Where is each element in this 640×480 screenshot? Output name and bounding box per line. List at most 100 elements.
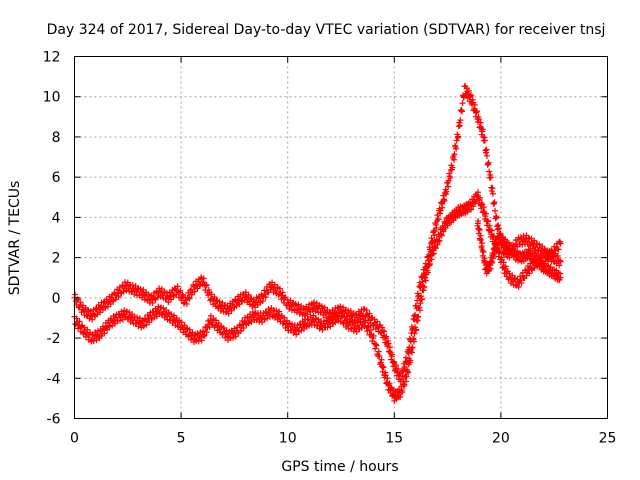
data-point-upper-track bbox=[310, 299, 317, 306]
data-point-lower-track bbox=[515, 283, 522, 290]
data-point-lower-track bbox=[205, 321, 212, 328]
data-point-lower-track bbox=[411, 330, 418, 337]
data-point-upper-track bbox=[433, 224, 440, 231]
data-point-lower-track bbox=[478, 205, 485, 212]
data-point-upper-track bbox=[384, 343, 391, 350]
data-point-upper-track bbox=[245, 291, 252, 298]
data-point-late-day-branch bbox=[491, 250, 498, 257]
data-point-lower-track bbox=[421, 284, 428, 291]
y-tick-label: 4 bbox=[52, 210, 61, 226]
data-point-lower-track bbox=[324, 324, 331, 331]
data-point-late-day-branch bbox=[498, 234, 505, 241]
data-point-lower-track bbox=[470, 203, 477, 210]
chart-title: Day 324 of 2017, Sidereal Day-to-day VTE… bbox=[47, 22, 606, 38]
data-point-lower-track bbox=[116, 317, 123, 324]
data-point-upper-track bbox=[387, 344, 394, 351]
data-point-lower-track bbox=[370, 332, 377, 339]
data-point-upper-track bbox=[191, 288, 198, 295]
data-point-lower-track bbox=[474, 189, 481, 196]
data-point-lower-track bbox=[424, 269, 431, 276]
data-point-lower-track bbox=[401, 381, 408, 388]
data-point-upper-track bbox=[451, 151, 458, 158]
data-point-lower-track bbox=[490, 232, 497, 239]
data-point-lower-track bbox=[518, 280, 525, 287]
data-point-upper-track bbox=[337, 303, 344, 310]
data-point-lower-track bbox=[256, 318, 263, 325]
data-point-lower-track bbox=[97, 327, 104, 334]
data-point-lower-track bbox=[386, 380, 393, 387]
data-point-upper-track bbox=[210, 296, 217, 303]
data-point-upper-track bbox=[276, 285, 283, 292]
data-point-upper-track bbox=[352, 311, 359, 318]
data-point-lower-track bbox=[376, 352, 383, 359]
data-point-upper-track bbox=[167, 293, 174, 300]
data-point-lower-track bbox=[502, 263, 509, 270]
y-tick-label: -2 bbox=[47, 331, 61, 347]
data-point-upper-track bbox=[487, 174, 494, 181]
data-point-lower-track bbox=[528, 265, 535, 272]
data-point-upper-track bbox=[483, 146, 490, 153]
data-point-upper-track bbox=[374, 318, 381, 325]
data-point-upper-track bbox=[458, 108, 465, 115]
data-point-upper-track bbox=[83, 312, 90, 319]
data-point-lower-track bbox=[375, 348, 382, 355]
data-point-upper-track bbox=[431, 228, 438, 235]
y-axis-label: SDTVAR / TECUs bbox=[7, 181, 23, 296]
data-point-upper-track bbox=[211, 293, 218, 300]
x-axis-label: GPS time / hours bbox=[281, 459, 398, 475]
data-point-lower-track bbox=[276, 308, 283, 315]
data-point-lower-track bbox=[430, 250, 437, 257]
data-point-upper-track bbox=[495, 225, 502, 232]
data-point-lower-track bbox=[106, 323, 113, 330]
data-point-upper-track bbox=[395, 365, 402, 372]
data-point-lower-track bbox=[378, 356, 385, 363]
data-point-lower-track bbox=[405, 369, 412, 376]
data-point-upper-track bbox=[177, 287, 184, 294]
data-point-upper-track bbox=[104, 303, 111, 310]
data-point-upper-track bbox=[453, 145, 460, 152]
data-point-upper-track bbox=[489, 190, 496, 197]
data-point-upper-track bbox=[151, 295, 158, 302]
data-point-lower-track bbox=[362, 317, 369, 324]
data-point-upper-track bbox=[556, 257, 563, 264]
data-point-upper-track bbox=[443, 188, 450, 195]
data-point-upper-track bbox=[89, 316, 96, 323]
data-point-lower-track bbox=[123, 308, 130, 315]
data-point-upper-track bbox=[471, 101, 478, 108]
data-point-late-day-branch bbox=[475, 218, 482, 225]
data-point-upper-track bbox=[476, 116, 483, 123]
data-point-lower-track bbox=[384, 375, 391, 382]
data-point-upper-track bbox=[492, 207, 499, 214]
data-point-lower-track bbox=[252, 310, 259, 317]
x-tick-label: 25 bbox=[599, 431, 617, 447]
data-point-upper-track bbox=[262, 294, 269, 301]
data-point-late-day-branch bbox=[492, 246, 499, 253]
data-point-upper-track bbox=[435, 216, 442, 223]
data-point-lower-track bbox=[181, 322, 188, 329]
data-point-lower-track bbox=[413, 326, 420, 333]
data-point-lower-track bbox=[509, 272, 516, 279]
x-tick-label: 10 bbox=[279, 431, 297, 447]
data-point-lower-track bbox=[178, 319, 185, 326]
data-point-upper-track bbox=[389, 351, 396, 358]
data-point-lower-track bbox=[419, 296, 426, 303]
data-point-lower-track bbox=[403, 373, 410, 380]
data-point-upper-track bbox=[383, 333, 390, 340]
data-point-lower-track bbox=[549, 253, 556, 260]
data-point-upper-track bbox=[456, 122, 463, 129]
grid-lines bbox=[74, 56, 608, 419]
data-point-lower-track bbox=[158, 311, 165, 318]
data-point-lower-track bbox=[427, 261, 434, 268]
data-point-lower-track bbox=[259, 319, 266, 326]
data-point-upper-track bbox=[72, 291, 79, 298]
data-point-lower-track bbox=[232, 333, 239, 340]
data-point-late-day-branch bbox=[533, 252, 540, 259]
data-point-lower-track bbox=[408, 349, 415, 356]
data-point-upper-track bbox=[279, 289, 286, 296]
data-point-upper-track bbox=[479, 126, 486, 133]
data-point-lower-track bbox=[198, 337, 205, 344]
data-point-upper-track bbox=[91, 312, 98, 319]
data-point-upper-track bbox=[186, 295, 193, 302]
data-point-lower-track bbox=[526, 270, 533, 277]
data-point-upper-track bbox=[153, 288, 160, 295]
